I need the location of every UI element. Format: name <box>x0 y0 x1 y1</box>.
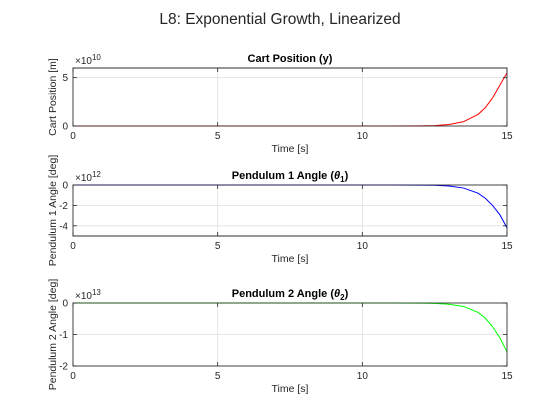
y-tick-label: -4 <box>59 221 68 232</box>
y-exponent-label: ×1012 <box>75 170 101 184</box>
x-tick-label: 5 <box>215 241 221 252</box>
x-tick-label: 15 <box>501 131 513 142</box>
y-tick-label: 5 <box>62 73 68 84</box>
exponent-base: ×10 <box>75 56 92 67</box>
x-tick-label: 0 <box>70 131 76 142</box>
y-exponent-label: ×1013 <box>75 288 101 302</box>
x-tick-label: 15 <box>501 371 513 382</box>
x-tick-label: 0 <box>70 371 76 382</box>
title-theta: θ <box>334 288 340 300</box>
title-tail: ) <box>345 288 349 300</box>
axes-background <box>72 67 508 127</box>
title-main: Pendulum 2 Angle ( <box>232 288 335 300</box>
x-tick-label: 10 <box>357 371 369 382</box>
subplot-title: Cart Position (y) <box>248 53 333 65</box>
x-tick-label: 10 <box>357 241 369 252</box>
title-tail: ) <box>345 170 349 182</box>
exponent-power: 12 <box>92 170 101 179</box>
y-tick-label: -1 <box>59 330 68 341</box>
figure-title: L8: Exponential Growth, Linearized <box>159 11 400 28</box>
exponent-base: ×10 <box>75 291 92 302</box>
x-tick-label: 5 <box>215 131 221 142</box>
subplot-title: Pendulum 2 Angle (θ2) <box>232 288 349 302</box>
exponent-base: ×10 <box>75 173 92 184</box>
subplot-2: 0 5 10 15 -4 -2 0 ×1012 Pendulum 1 Angle (θ1) Tim… <box>47 155 513 267</box>
x-tick-label: 15 <box>501 241 513 252</box>
title-main: Cart Position (y) <box>248 53 333 65</box>
title-subscript: 2 <box>340 293 345 302</box>
x-tick-label: 0 <box>70 241 76 252</box>
x-tick-label: 10 <box>357 131 369 142</box>
axes-background <box>72 184 508 237</box>
x-axis-label: Time [s] <box>272 253 309 265</box>
title-theta: θ <box>334 170 340 182</box>
y-axis-label: Pendulum 1 Angle [deg] <box>47 155 59 267</box>
title-main: Pendulum 1 Angle ( <box>232 170 335 182</box>
subplot-3: 0 5 10 15 -2 -1 0 ×1013 Pendulum 2 Angle (θ2) Tim… <box>47 279 513 395</box>
x-axis-label: Time [s] <box>272 143 309 155</box>
exponent-power: 13 <box>92 288 101 297</box>
y-exponent-label: ×1010 <box>75 53 101 67</box>
y-tick-label: 0 <box>62 122 68 133</box>
y-axis-label: Cart Position [m] <box>47 58 59 136</box>
y-axis-label: Pendulum 2 Angle [deg] <box>47 279 59 391</box>
x-axis-label: Time [s] <box>272 383 309 395</box>
axes-frame <box>72 67 508 127</box>
y-tick-label: -2 <box>59 362 68 373</box>
y-tick-label: -2 <box>59 201 68 212</box>
x-tick-label: 5 <box>215 371 221 382</box>
y-tick-label: 0 <box>62 299 68 310</box>
title-subscript: 1 <box>340 175 345 184</box>
y-tick-label: 0 <box>62 181 68 192</box>
exponent-power: 10 <box>92 53 101 62</box>
axes-frame <box>72 184 508 237</box>
subplot-title: Pendulum 1 Angle (θ1) <box>232 170 349 184</box>
